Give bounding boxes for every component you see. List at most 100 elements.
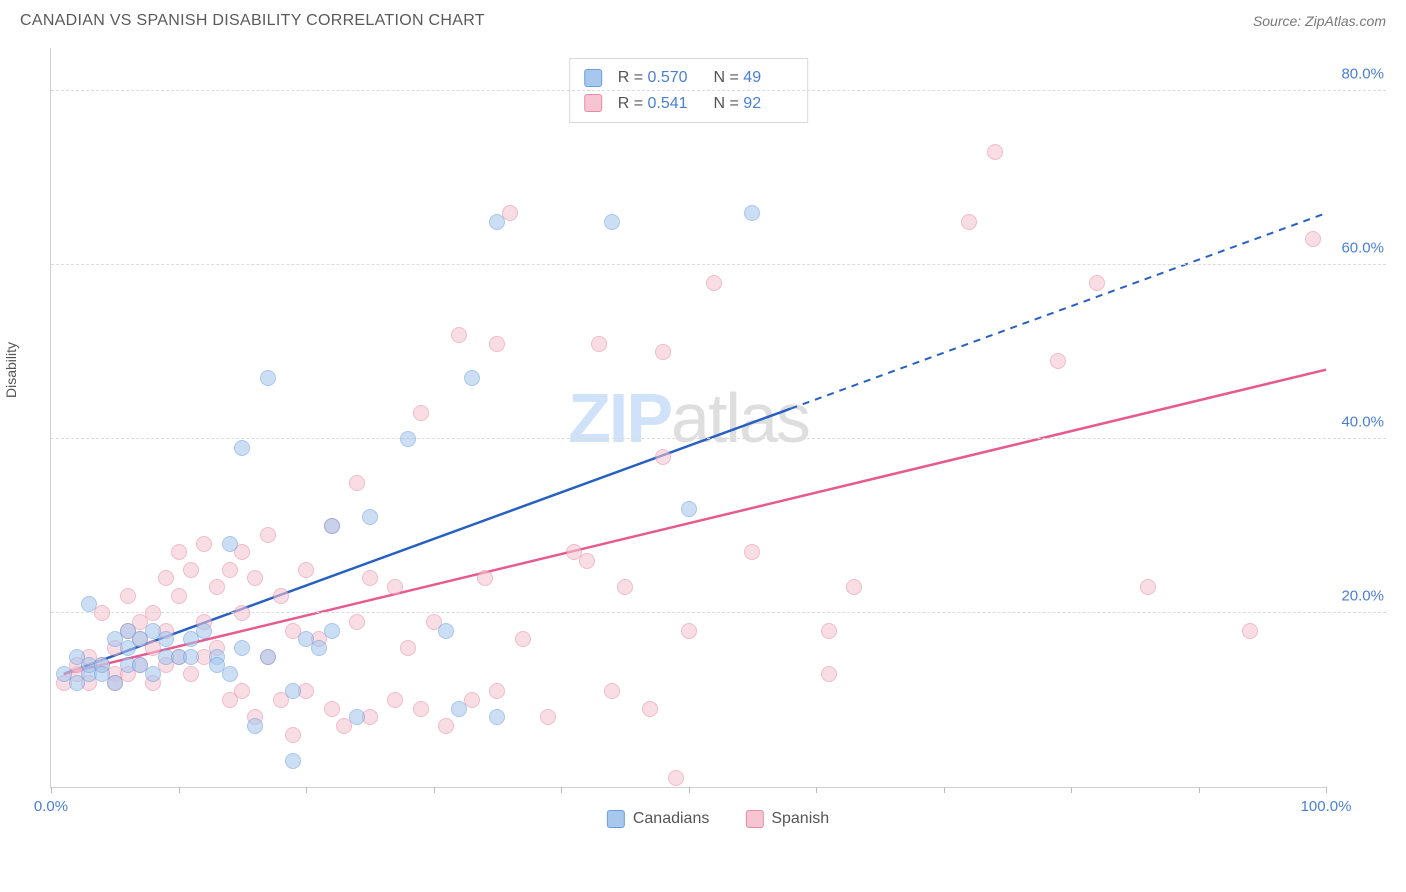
data-point <box>1089 275 1105 291</box>
source-attribution: Source: ZipAtlas.com <box>1253 13 1386 29</box>
gridline <box>51 90 1386 91</box>
x-tick <box>51 787 52 793</box>
data-point <box>158 631 174 647</box>
data-point <box>349 475 365 491</box>
data-point <box>324 623 340 639</box>
data-point <box>145 666 161 682</box>
x-tick <box>1199 787 1200 793</box>
data-point <box>681 623 697 639</box>
data-point <box>260 370 276 386</box>
data-point <box>744 544 760 560</box>
data-point <box>285 683 301 699</box>
x-tick <box>179 787 180 793</box>
data-point <box>961 214 977 230</box>
y-axis-label: Disability <box>3 341 19 397</box>
data-point <box>171 544 187 560</box>
series-legend: Canadians Spanish <box>607 810 829 828</box>
series-swatch <box>584 69 602 87</box>
data-point <box>324 701 340 717</box>
data-point <box>222 666 238 682</box>
data-point <box>489 709 505 725</box>
data-point <box>451 327 467 343</box>
data-point <box>1050 353 1066 369</box>
data-point <box>196 623 212 639</box>
stats-row: R = 0.541N = 92 <box>584 91 794 117</box>
data-point <box>183 562 199 578</box>
x-tick <box>816 787 817 793</box>
data-point <box>642 701 658 717</box>
data-point <box>247 718 263 734</box>
x-tick <box>561 787 562 793</box>
data-point <box>324 518 340 534</box>
data-point <box>489 336 505 352</box>
x-tick <box>1071 787 1072 793</box>
data-point <box>158 570 174 586</box>
data-point <box>579 553 595 569</box>
data-point <box>706 275 722 291</box>
data-point <box>681 501 697 517</box>
data-point <box>285 753 301 769</box>
y-tick-label: 60.0% <box>1341 240 1384 257</box>
gridline <box>51 264 1386 265</box>
data-point <box>260 527 276 543</box>
legend-item: Canadians <box>607 810 710 828</box>
data-point <box>349 709 365 725</box>
stats-row: R = 0.570N = 49 <box>584 65 794 91</box>
data-point <box>846 579 862 595</box>
x-tick <box>944 787 945 793</box>
data-point <box>349 614 365 630</box>
data-point <box>591 336 607 352</box>
data-point <box>400 431 416 447</box>
data-point <box>234 640 250 656</box>
y-tick-label: 20.0% <box>1341 588 1384 605</box>
data-point <box>655 344 671 360</box>
data-point <box>183 649 199 665</box>
data-point <box>540 709 556 725</box>
chart-container: Disability ZIPatlas R = 0.570N = 49R = 0… <box>50 38 1386 828</box>
data-point <box>515 631 531 647</box>
plot-area: Disability ZIPatlas R = 0.570N = 49R = 0… <box>50 48 1326 788</box>
data-point <box>477 570 493 586</box>
data-point <box>400 640 416 656</box>
data-point <box>222 536 238 552</box>
y-tick-label: 80.0% <box>1341 66 1384 83</box>
y-tick-label: 40.0% <box>1341 414 1384 431</box>
chart-title: CANADIAN VS SPANISH DISABILITY CORRELATI… <box>20 12 485 30</box>
data-point <box>222 562 238 578</box>
data-point <box>604 214 620 230</box>
data-point <box>821 666 837 682</box>
legend-item: Spanish <box>745 810 829 828</box>
watermark: ZIPatlas <box>568 378 809 458</box>
data-point <box>413 405 429 421</box>
data-point <box>234 683 250 699</box>
series-swatch <box>584 94 602 112</box>
data-point <box>311 640 327 656</box>
data-point <box>387 579 403 595</box>
x-tick <box>306 787 307 793</box>
data-point <box>209 579 225 595</box>
data-point <box>145 605 161 621</box>
data-point <box>438 623 454 639</box>
data-point <box>821 623 837 639</box>
data-point <box>196 536 212 552</box>
legend-label: Spanish <box>771 810 829 828</box>
data-point <box>107 675 123 691</box>
data-point <box>81 596 97 612</box>
data-point <box>285 727 301 743</box>
gridline <box>51 612 1386 613</box>
data-point <box>464 370 480 386</box>
data-point <box>1305 231 1321 247</box>
trend-lines <box>51 48 1326 787</box>
data-point <box>234 605 250 621</box>
x-tick-label: 100.0% <box>1301 798 1352 815</box>
series-swatch <box>607 810 625 828</box>
data-point <box>413 701 429 717</box>
data-point <box>744 205 760 221</box>
data-point <box>1242 623 1258 639</box>
series-swatch <box>745 810 763 828</box>
data-point <box>298 562 314 578</box>
data-point <box>362 570 378 586</box>
data-point <box>247 570 263 586</box>
data-point <box>171 588 187 604</box>
data-point <box>438 718 454 734</box>
